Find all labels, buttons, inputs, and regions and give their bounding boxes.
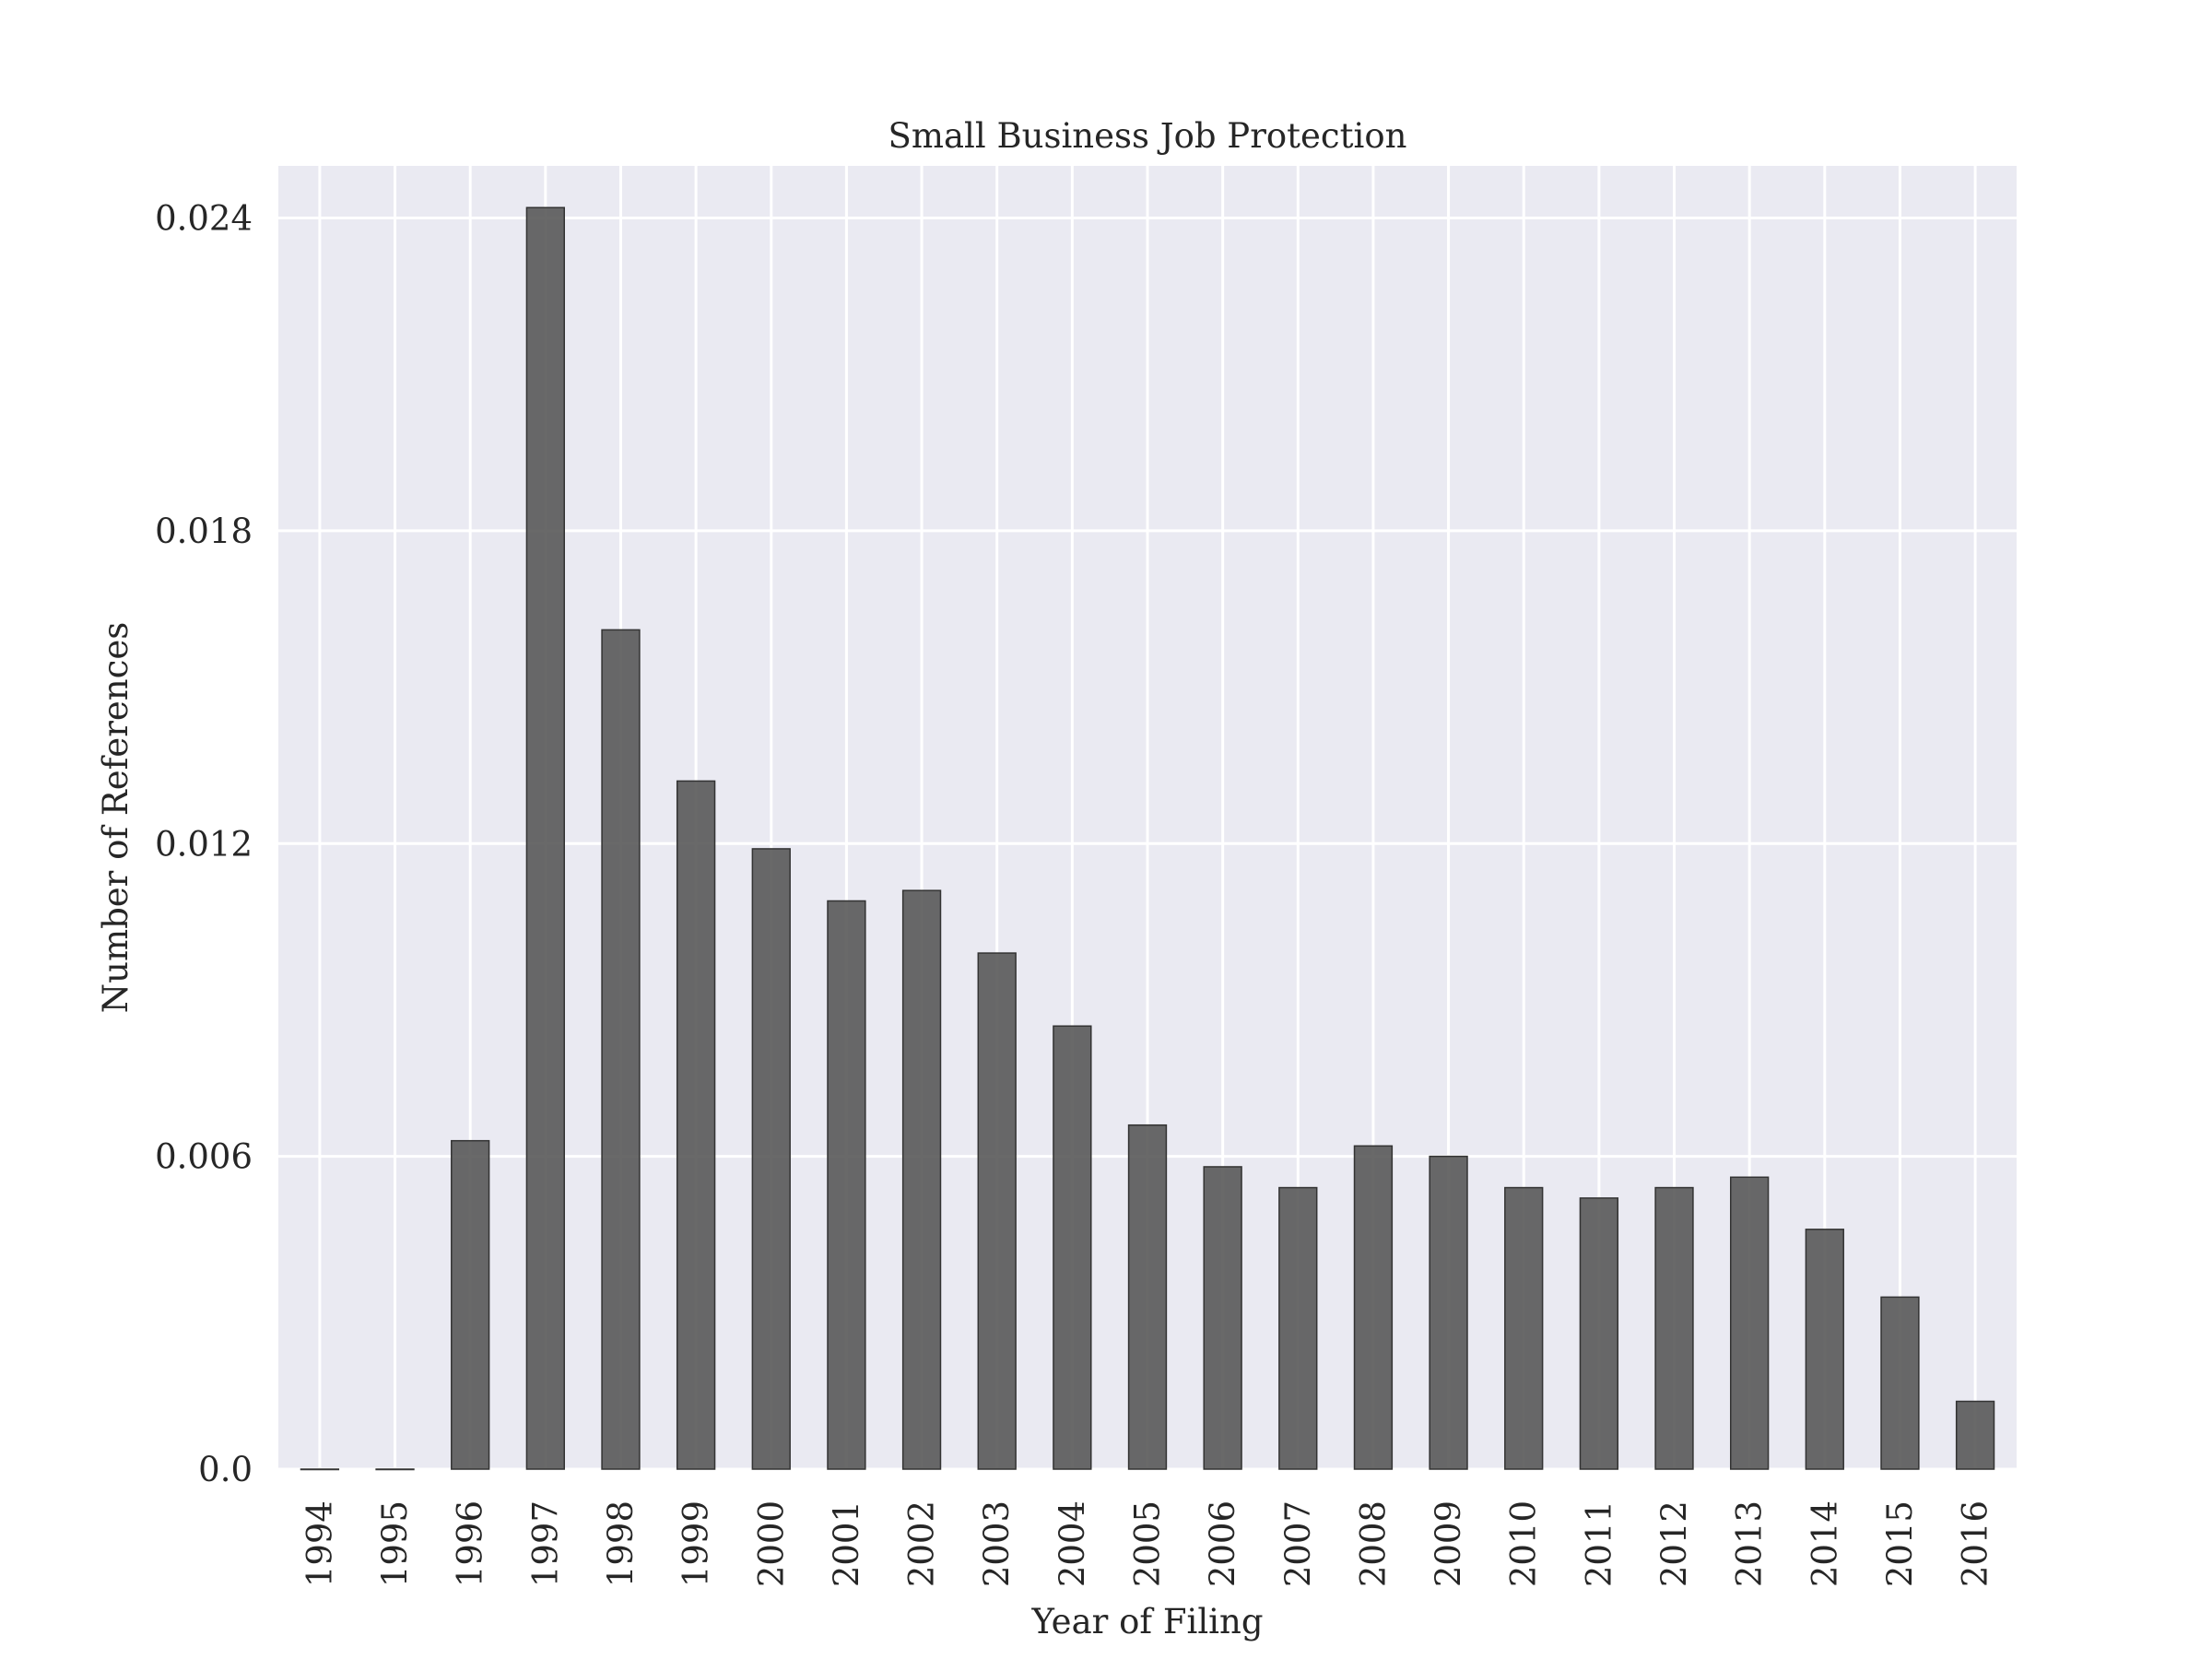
x-tick-labels: 1994 1995 1996 1997 1998 1999 2000 2001 2002 2003… <box>300 1500 1994 1587</box>
bar-2004 <box>1053 1025 1092 1470</box>
x-tick-label: 2003 <box>977 1500 1017 1587</box>
x-tick-label: 2002 <box>902 1500 942 1587</box>
bar-1998 <box>601 629 641 1470</box>
y-tick-label: 0.0 <box>198 1450 253 1489</box>
y-axis-title: Number of References <box>96 622 135 1013</box>
x-tick-label: 2007 <box>1278 1500 1318 1587</box>
x-tick-label: 2014 <box>1805 1500 1844 1587</box>
x-tick-label: 2006 <box>1203 1500 1242 1587</box>
x-tick-label: 2010 <box>1504 1500 1544 1587</box>
bar-2003 <box>977 952 1017 1470</box>
bar-1997 <box>525 206 566 1470</box>
bar-1996 <box>451 1139 490 1470</box>
bar-2010 <box>1504 1186 1544 1470</box>
bar-2009 <box>1429 1155 1468 1470</box>
x-tick-label: 2015 <box>1880 1500 1920 1587</box>
bar-2002 <box>901 889 942 1470</box>
x-tick-label: 2001 <box>827 1500 866 1587</box>
x-tick-label: 1999 <box>677 1500 716 1587</box>
x-axis-title: Year of Filing <box>1030 1602 1263 1641</box>
bar-2008 <box>1353 1145 1394 1470</box>
x-tick-label: 2013 <box>1730 1500 1770 1587</box>
bars <box>300 206 1995 1471</box>
x-tick-label: 2012 <box>1654 1500 1694 1587</box>
bar-2012 <box>1654 1186 1694 1470</box>
x-tick-label: 2011 <box>1579 1500 1618 1587</box>
bar-2000 <box>751 848 791 1470</box>
bar-2014 <box>1805 1229 1844 1470</box>
x-tick-label: 2004 <box>1053 1500 1092 1587</box>
x-tick-label: 2009 <box>1429 1500 1468 1587</box>
x-tick-label: 2000 <box>751 1500 791 1587</box>
x-tick-label: 1995 <box>375 1500 415 1587</box>
bar-2016 <box>1955 1400 1995 1470</box>
bar-1999 <box>676 780 716 1470</box>
bar-1995 <box>375 1468 415 1471</box>
x-tick-label: 2008 <box>1353 1500 1393 1587</box>
x-tick-label: 2005 <box>1128 1500 1168 1587</box>
y-tick-label: 0.018 <box>155 512 253 551</box>
bar-2015 <box>1880 1296 1920 1470</box>
x-tick-label: 1996 <box>451 1500 490 1587</box>
chart-title: Small Business Job Protection <box>888 116 1407 156</box>
y-tick-labels: 0.0 0.006 0.012 0.018 0.024 <box>155 199 253 1489</box>
bar-2006 <box>1203 1166 1242 1470</box>
bar-2001 <box>827 900 866 1470</box>
bar-2011 <box>1579 1197 1619 1470</box>
bar-1994 <box>300 1468 340 1471</box>
x-tick-label: 1997 <box>525 1500 565 1587</box>
bar-2007 <box>1278 1186 1318 1470</box>
y-tick-label: 0.006 <box>155 1137 253 1177</box>
x-tick-label: 1994 <box>300 1500 339 1587</box>
bar-2013 <box>1729 1176 1770 1470</box>
x-tick-label: 1998 <box>601 1500 641 1587</box>
bar-2005 <box>1127 1124 1168 1470</box>
y-tick-label: 0.012 <box>155 824 253 864</box>
x-tick-label: 2016 <box>1956 1500 1995 1587</box>
y-tick-label: 0.024 <box>155 199 253 239</box>
